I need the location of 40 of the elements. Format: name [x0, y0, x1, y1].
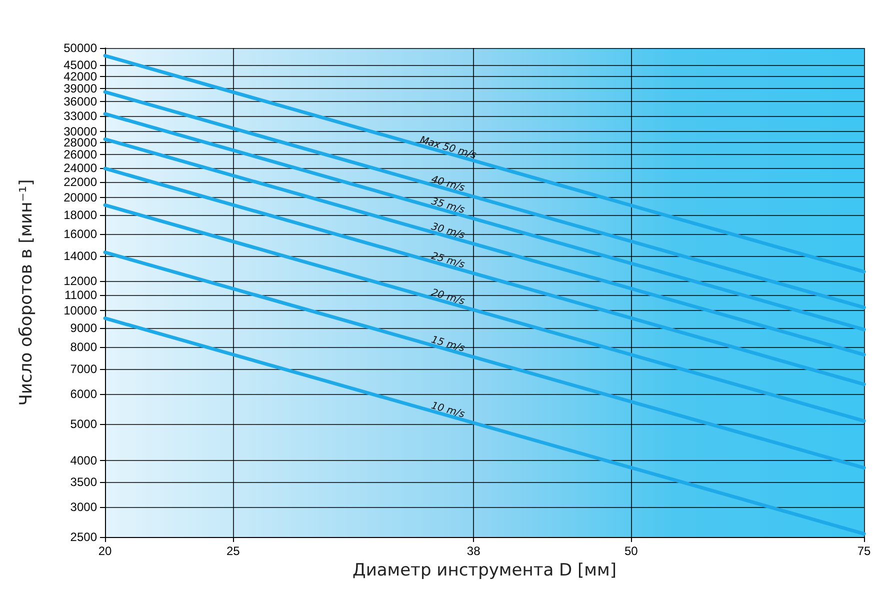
- y-tick-label: 28000: [64, 136, 98, 150]
- text: 15 m/s: [430, 334, 466, 354]
- y-tick-label: 2500: [70, 530, 98, 544]
- y-tick-label: 16000: [64, 226, 98, 241]
- x-tick-label: 75: [857, 544, 871, 558]
- text: Max 50 m/s: [418, 134, 478, 162]
- y-tick-label: 3000: [70, 500, 98, 514]
- y-tick-label: 11000: [64, 288, 98, 302]
- text: 20 m/s: [430, 287, 466, 308]
- text: 10 m/s: [430, 400, 466, 420]
- y-tick-label: 14000: [64, 248, 98, 263]
- text: 35 m/s: [430, 196, 466, 216]
- y-tick-label: 24000: [64, 160, 98, 175]
- y-tick-label: 22000: [64, 175, 98, 190]
- text: 25 m/s: [430, 250, 466, 271]
- x-axis-title: Диаметр инструмента D [мм]: [352, 560, 616, 580]
- y-axis-title: Число оборотов в [мин⁻¹]: [16, 179, 36, 406]
- y-tick-label: 30000: [64, 124, 98, 138]
- y-tick-label: 26000: [64, 148, 98, 162]
- text: 30 m/s: [430, 221, 466, 242]
- y-tick-label: 33000: [64, 108, 98, 123]
- text: 40 m/s: [430, 174, 466, 194]
- y-tick-label: 7000: [70, 362, 98, 376]
- y-tick-label: 12000: [64, 274, 98, 288]
- y-tick-label: 50000: [64, 41, 98, 55]
- y-tick-label: 5000: [70, 416, 98, 431]
- y-tick-label: 9000: [70, 320, 98, 335]
- y-tick-label: 8000: [70, 340, 98, 354]
- y-tick-label: 6000: [70, 387, 98, 402]
- y-tick-label: 3500: [70, 475, 98, 490]
- y-tick-label: 39000: [64, 82, 98, 96]
- x-tick-label: 25: [226, 544, 240, 558]
- y-tick-label: 20000: [64, 190, 98, 205]
- y-tick-label: 4000: [70, 453, 98, 468]
- x-tick-label: 38: [466, 544, 481, 558]
- x-tick-label: 20: [98, 544, 112, 558]
- y-tick-label: 36000: [64, 94, 98, 109]
- y-tick-label: 10000: [64, 304, 98, 318]
- y-tick-label: 18000: [64, 208, 98, 222]
- x-tick-label: 50: [624, 544, 638, 558]
